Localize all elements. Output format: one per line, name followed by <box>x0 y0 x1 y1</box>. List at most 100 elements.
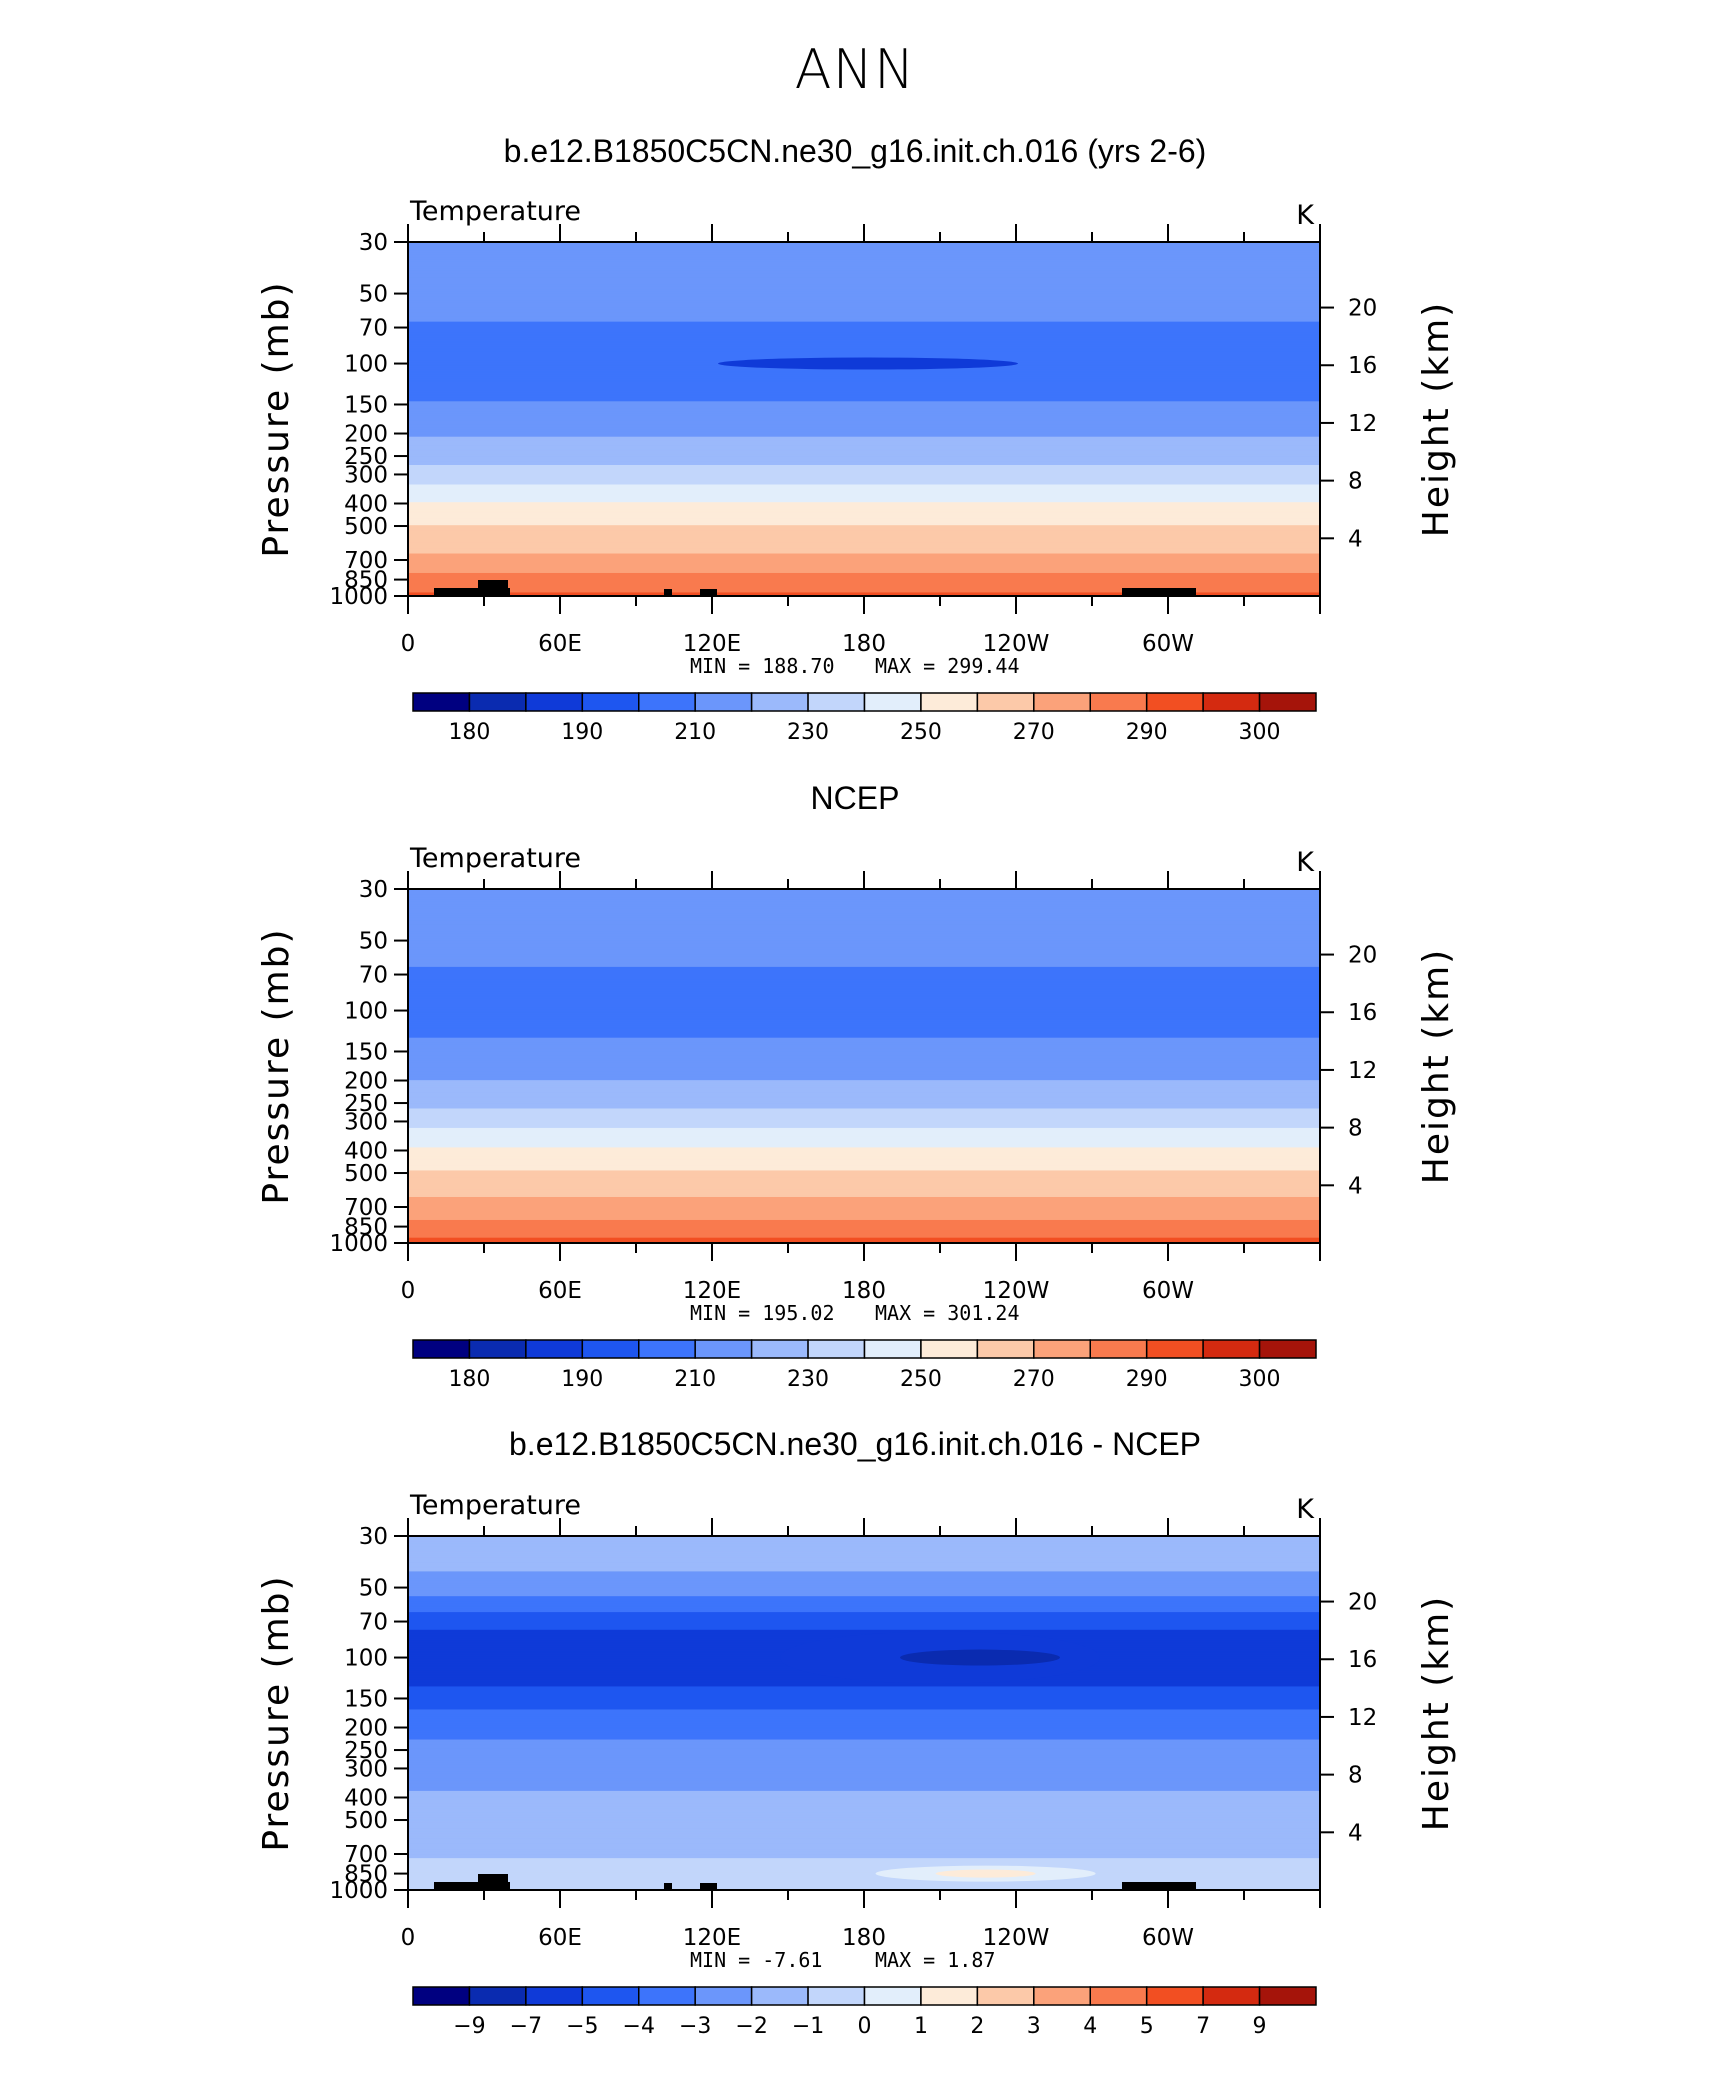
contour-band <box>408 445 1320 448</box>
contour-band <box>408 915 1320 918</box>
contour-band <box>408 1734 1320 1737</box>
contour-band <box>408 1688 1320 1691</box>
contour-band <box>408 1034 1320 1037</box>
contour-band <box>408 1829 1320 1833</box>
contour-band <box>408 319 1320 323</box>
contour-band <box>408 896 1320 899</box>
contour-band <box>408 1858 1320 1861</box>
contour-band <box>408 1594 1320 1597</box>
y-tick-label: 100 <box>344 352 388 378</box>
contour-band <box>408 959 1320 963</box>
contour-band <box>408 1728 1320 1732</box>
x-ticks <box>407 224 1321 614</box>
contour-band <box>408 1764 1320 1767</box>
contour-band <box>408 318 1320 321</box>
contour-band <box>408 383 1320 386</box>
height-tick-label: 20 <box>1348 1590 1377 1616</box>
contour-band <box>408 247 1320 250</box>
contour-band <box>408 1221 1320 1225</box>
contour-band <box>408 1875 1320 1879</box>
panel-3-title: b.e12.B1850C5CN.ne30_g16.init.ch.016 - N… <box>509 1426 1201 1462</box>
contour-band <box>408 906 1320 910</box>
contour-band <box>408 1597 1320 1601</box>
contour-band <box>408 1737 1320 1741</box>
contour-band <box>408 1628 1320 1631</box>
contour-band <box>408 1856 1320 1859</box>
contour-band <box>408 1106 1320 1110</box>
contour-band <box>408 1782 1320 1785</box>
contour-band <box>408 1195 1320 1198</box>
contour-band <box>408 259 1320 263</box>
colorbar-label: 230 <box>787 1367 829 1392</box>
contour-band <box>408 328 1320 332</box>
contour-band <box>408 571 1320 574</box>
contour-band <box>408 1605 1320 1608</box>
contour-band <box>408 1828 1320 1831</box>
contour-band <box>408 303 1320 307</box>
contour-band <box>408 415 1320 418</box>
contour-band <box>408 1207 1320 1210</box>
contour-band <box>408 257 1320 261</box>
contour-band <box>408 1060 1320 1064</box>
contour-band <box>408 1170 1320 1173</box>
land-block <box>664 589 672 596</box>
colorbar-box <box>694 692 753 712</box>
contour-band <box>408 1177 1320 1180</box>
contour-band <box>408 403 1320 406</box>
y-tick-label: 400 <box>344 491 388 517</box>
contour-band <box>408 1027 1320 1030</box>
y-tick-label: 850 <box>344 1215 388 1241</box>
contour-band <box>408 1819 1320 1822</box>
contour-band <box>408 1851 1320 1854</box>
contour-band <box>408 1117 1320 1120</box>
contour-band <box>408 581 1320 585</box>
contour-band <box>408 461 1320 464</box>
contour-band <box>408 1704 1320 1707</box>
contour-band <box>408 509 1320 512</box>
contour-band <box>408 1223 1320 1226</box>
y-tick-label: 70 <box>359 316 388 342</box>
contour-band <box>408 266 1320 270</box>
land-block <box>434 588 510 596</box>
contour-band <box>408 1154 1320 1157</box>
contour-field <box>408 242 1320 597</box>
contour-band <box>408 1181 1320 1184</box>
y-tick-label: 1000 <box>329 1231 388 1257</box>
contour-band <box>408 1843 1320 1847</box>
contour-band <box>408 1732 1320 1735</box>
land-block <box>478 1874 508 1890</box>
contour-band <box>408 1539 1320 1542</box>
colorbar-box <box>1258 1986 1317 2006</box>
height-tick-label: 4 <box>1348 1173 1363 1199</box>
contour-band <box>408 334 1320 337</box>
contour-band <box>408 452 1320 455</box>
contour-band <box>408 1590 1320 1594</box>
colorbar-label: −5 <box>566 2014 598 2039</box>
land-block <box>664 1883 672 1890</box>
contour-band <box>408 1709 1320 1712</box>
contour-band <box>408 312 1320 316</box>
contour-band <box>408 404 1320 408</box>
contour-band <box>408 417 1320 420</box>
contour-band <box>408 1870 1320 1873</box>
contour-band <box>408 1711 1320 1714</box>
contour-band <box>408 1686 1320 1689</box>
contour-band <box>408 899 1320 902</box>
contour-band <box>408 1840 1320 1843</box>
contour-band <box>408 449 1320 452</box>
y-tick-label: 400 <box>344 1785 388 1811</box>
contour-band <box>408 344 1320 348</box>
contour-band <box>408 1205 1320 1209</box>
contour-band <box>408 454 1320 457</box>
contour-band <box>408 995 1320 998</box>
y-tick-label: 150 <box>344 1686 388 1712</box>
contour-band <box>408 341 1320 344</box>
contour-band <box>408 401 1320 404</box>
colorbar-label: 270 <box>1013 1367 1055 1392</box>
contour-band <box>408 1228 1320 1232</box>
contour-band <box>408 1615 1320 1619</box>
contour-band <box>408 463 1320 466</box>
contour-band <box>408 1028 1320 1032</box>
contour-band <box>408 351 1320 355</box>
right-axis-title: Height (km) <box>1416 301 1457 537</box>
